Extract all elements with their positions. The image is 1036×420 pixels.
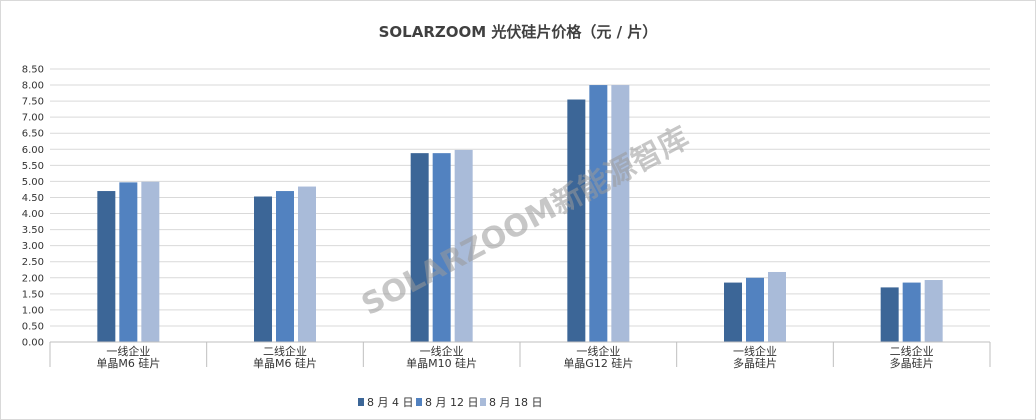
legend-swatch — [416, 398, 422, 406]
y-tick-label: 6.00 — [22, 145, 44, 156]
x-category-label: 多晶硅片 — [733, 356, 777, 370]
x-category-label: 一线企业 — [576, 344, 620, 358]
bar — [97, 191, 116, 342]
bar — [768, 271, 786, 342]
legend-swatch — [480, 398, 486, 406]
bar — [141, 181, 160, 342]
x-category-label: 单晶G12 硅片 — [563, 357, 633, 370]
chart-title: SOLARZOOM 光伏硅片价格（元 / 片） — [379, 23, 658, 41]
x-category-label: 多晶硅片 — [890, 356, 934, 370]
bar — [298, 186, 316, 342]
y-tick-label: 2.00 — [22, 273, 44, 284]
bar — [119, 182, 138, 342]
bar — [589, 85, 608, 342]
y-tick-label: 1.50 — [22, 289, 44, 300]
x-category-label: 单晶M6 硅片 — [253, 357, 317, 370]
y-tick-label: 2.50 — [22, 257, 44, 268]
bar — [432, 153, 451, 342]
y-tick-label: 3.50 — [22, 225, 44, 236]
bar — [276, 191, 294, 342]
y-tick-label: 1.00 — [22, 305, 44, 316]
bar — [410, 153, 429, 342]
y-tick-label: 0.50 — [22, 321, 44, 332]
y-tick-label: 6.50 — [22, 129, 44, 140]
bar — [724, 282, 742, 342]
legend: 8 月 4 日 8 月 12 日 8 月 18 日 — [358, 396, 543, 409]
y-tick-label: 4.50 — [22, 193, 44, 204]
bar — [924, 280, 943, 342]
y-tick-label: 5.00 — [22, 177, 44, 188]
y-tick-label: 4.00 — [22, 209, 44, 220]
bar — [567, 99, 586, 342]
bar — [902, 282, 921, 342]
bar — [880, 287, 899, 342]
x-category-label: 一线企业 — [420, 344, 464, 358]
bar — [611, 85, 630, 342]
bar — [254, 196, 272, 342]
y-tick-label: 8.00 — [22, 81, 44, 92]
legend-entry: 8 月 18 日 — [489, 396, 543, 409]
x-category-label: 一线企业 — [106, 344, 150, 358]
y-tick-label: 8.50 — [22, 65, 44, 76]
y-tick-label: 7.50 — [22, 97, 44, 108]
legend-swatch — [358, 398, 364, 406]
bar — [746, 277, 764, 342]
y-tick-label: 3.00 — [22, 241, 44, 252]
x-category-label: 单晶M6 硅片 — [96, 357, 160, 370]
y-axis-ticks: 0.00 0.50 1.00 1.50 2.00 2.50 3.00 3.50 4.00 4.50… — [22, 65, 44, 349]
gridlines — [50, 68, 990, 327]
x-category-label: 二线企业 — [890, 344, 934, 358]
legend-entry: 8 月 12 日 — [425, 396, 479, 409]
x-category-label: 二线企业 — [263, 344, 307, 358]
y-tick-label: 5.50 — [22, 161, 44, 172]
y-tick-label: 7.00 — [22, 113, 44, 124]
bars — [97, 85, 943, 342]
x-category-label: 单晶M10 硅片 — [406, 357, 477, 370]
legend-entry: 8 月 4 日 — [367, 396, 414, 409]
bar — [454, 149, 473, 342]
x-category-label: 一线企业 — [733, 344, 777, 358]
y-tick-label: 0.00 — [22, 338, 44, 349]
